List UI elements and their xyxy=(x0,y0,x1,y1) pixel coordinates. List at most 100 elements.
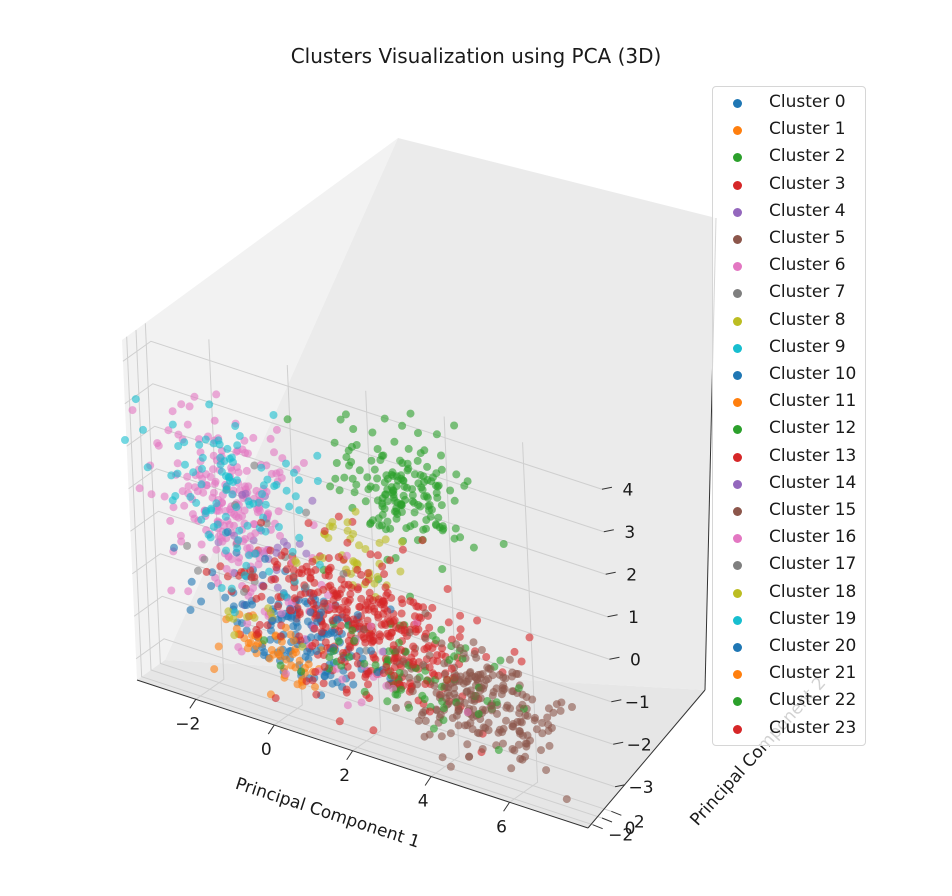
data-point-cluster-9 xyxy=(272,480,281,489)
data-point-cluster-13 xyxy=(378,597,387,606)
legend-item: Cluster 15 xyxy=(713,497,867,524)
data-point-cluster-6 xyxy=(184,587,193,596)
data-point-cluster-6 xyxy=(276,531,284,540)
x-tick xyxy=(346,750,354,761)
data-point-cluster-3 xyxy=(371,655,380,664)
data-point-cluster-2 xyxy=(432,488,441,497)
data-point-cluster-1 xyxy=(311,682,319,691)
data-point-cluster-19 xyxy=(206,533,215,542)
data-point-cluster-22 xyxy=(474,710,483,718)
data-point-cluster-9 xyxy=(197,480,206,489)
z-tick xyxy=(607,614,618,618)
data-point-cluster-8 xyxy=(375,538,384,547)
data-point-cluster-23 xyxy=(381,583,390,592)
data-point-cluster-16 xyxy=(463,708,472,717)
data-point-cluster-7 xyxy=(250,461,259,470)
data-point-cluster-15 xyxy=(479,723,488,732)
data-point-cluster-2 xyxy=(463,477,472,486)
data-point-cluster-18 xyxy=(224,607,233,616)
x-tick-label: 4 xyxy=(418,792,429,812)
legend-marker xyxy=(733,697,742,707)
data-point-cluster-10 xyxy=(261,554,270,563)
data-point-cluster-15 xyxy=(508,668,517,677)
data-point-cluster-16 xyxy=(237,647,246,656)
legend-label: Cluster 10 xyxy=(769,364,857,384)
data-point-cluster-0 xyxy=(266,596,275,605)
data-point-cluster-2 xyxy=(434,513,443,522)
data-point-cluster-15 xyxy=(472,653,481,662)
data-point-cluster-9 xyxy=(274,523,283,531)
data-point-cluster-23 xyxy=(271,575,280,584)
data-point-cluster-5 xyxy=(454,721,463,730)
data-point-cluster-9 xyxy=(171,492,180,500)
data-point-cluster-15 xyxy=(442,683,451,691)
data-point-cluster-13 xyxy=(324,554,333,563)
z-tick-label: 4 xyxy=(623,480,634,500)
legend-label: Cluster 22 xyxy=(769,690,857,711)
data-point-cluster-15 xyxy=(421,609,430,618)
data-point-cluster-15 xyxy=(391,704,400,712)
legend-label: Cluster 2 xyxy=(769,146,846,167)
data-point-cluster-9 xyxy=(121,436,129,444)
data-point-cluster-9 xyxy=(189,468,198,477)
data-point-cluster-9 xyxy=(227,453,236,462)
gridline-x xyxy=(430,416,460,777)
data-point-cluster-9 xyxy=(282,459,290,468)
data-point-cluster-6 xyxy=(185,402,194,411)
y-axis-line xyxy=(587,689,706,829)
legend-item: Cluster 14 xyxy=(713,470,867,497)
data-point-cluster-23 xyxy=(342,688,351,697)
data-point-cluster-13 xyxy=(319,679,328,688)
data-point-cluster-23 xyxy=(307,589,315,597)
legend-label: Cluster 7 xyxy=(769,282,846,303)
data-point-cluster-17 xyxy=(301,583,310,592)
data-point-cluster-3 xyxy=(216,562,225,571)
legend-marker xyxy=(733,534,742,544)
data-point-cluster-10 xyxy=(327,629,336,637)
data-point-cluster-18 xyxy=(243,612,252,621)
data-point-cluster-17 xyxy=(194,566,202,575)
data-point-cluster-13 xyxy=(252,594,261,603)
x-tick xyxy=(424,776,432,786)
data-point-cluster-23 xyxy=(319,585,328,594)
data-point-cluster-21 xyxy=(281,623,290,632)
data-point-cluster-6 xyxy=(240,482,249,491)
data-point-cluster-2 xyxy=(403,483,411,492)
data-point-cluster-13 xyxy=(421,680,430,688)
y-tick xyxy=(611,810,622,816)
data-point-cluster-2 xyxy=(410,508,419,517)
data-point-cluster-20 xyxy=(320,671,329,680)
data-point-cluster-4 xyxy=(279,537,288,546)
data-point-cluster-6 xyxy=(197,540,206,549)
data-point-cluster-12 xyxy=(445,655,454,664)
legend-marker xyxy=(733,615,742,625)
data-point-cluster-6 xyxy=(164,426,173,435)
data-point-cluster-23 xyxy=(398,599,407,608)
data-point-cluster-6 xyxy=(153,439,162,448)
data-point-cluster-13 xyxy=(282,565,291,574)
data-point-cluster-19 xyxy=(295,506,304,515)
data-point-cluster-3 xyxy=(482,653,491,661)
data-point-cluster-13 xyxy=(378,562,387,571)
data-point-cluster-22 xyxy=(397,685,406,694)
data-point-cluster-15 xyxy=(452,640,461,649)
data-point-cluster-9 xyxy=(233,441,242,450)
legend-marker xyxy=(733,262,742,272)
data-point-cluster-2 xyxy=(420,446,429,455)
legend-item: Cluster 23 xyxy=(713,715,867,742)
z-tick xyxy=(601,486,613,490)
data-point-cluster-2 xyxy=(402,524,411,533)
data-point-cluster-14 xyxy=(302,549,311,558)
data-point-cluster-23 xyxy=(384,632,393,640)
data-point-cluster-0 xyxy=(221,593,230,602)
data-point-cluster-9 xyxy=(291,492,300,501)
data-point-cluster-6 xyxy=(222,565,231,573)
data-point-cluster-23 xyxy=(318,621,327,629)
data-point-cluster-23 xyxy=(357,570,366,579)
data-point-cluster-12 xyxy=(371,661,380,670)
data-point-cluster-13 xyxy=(353,585,362,594)
data-point-cluster-9 xyxy=(269,411,278,419)
data-point-cluster-2 xyxy=(352,480,361,489)
data-point-cluster-9 xyxy=(202,507,211,515)
data-point-cluster-17 xyxy=(200,555,209,564)
